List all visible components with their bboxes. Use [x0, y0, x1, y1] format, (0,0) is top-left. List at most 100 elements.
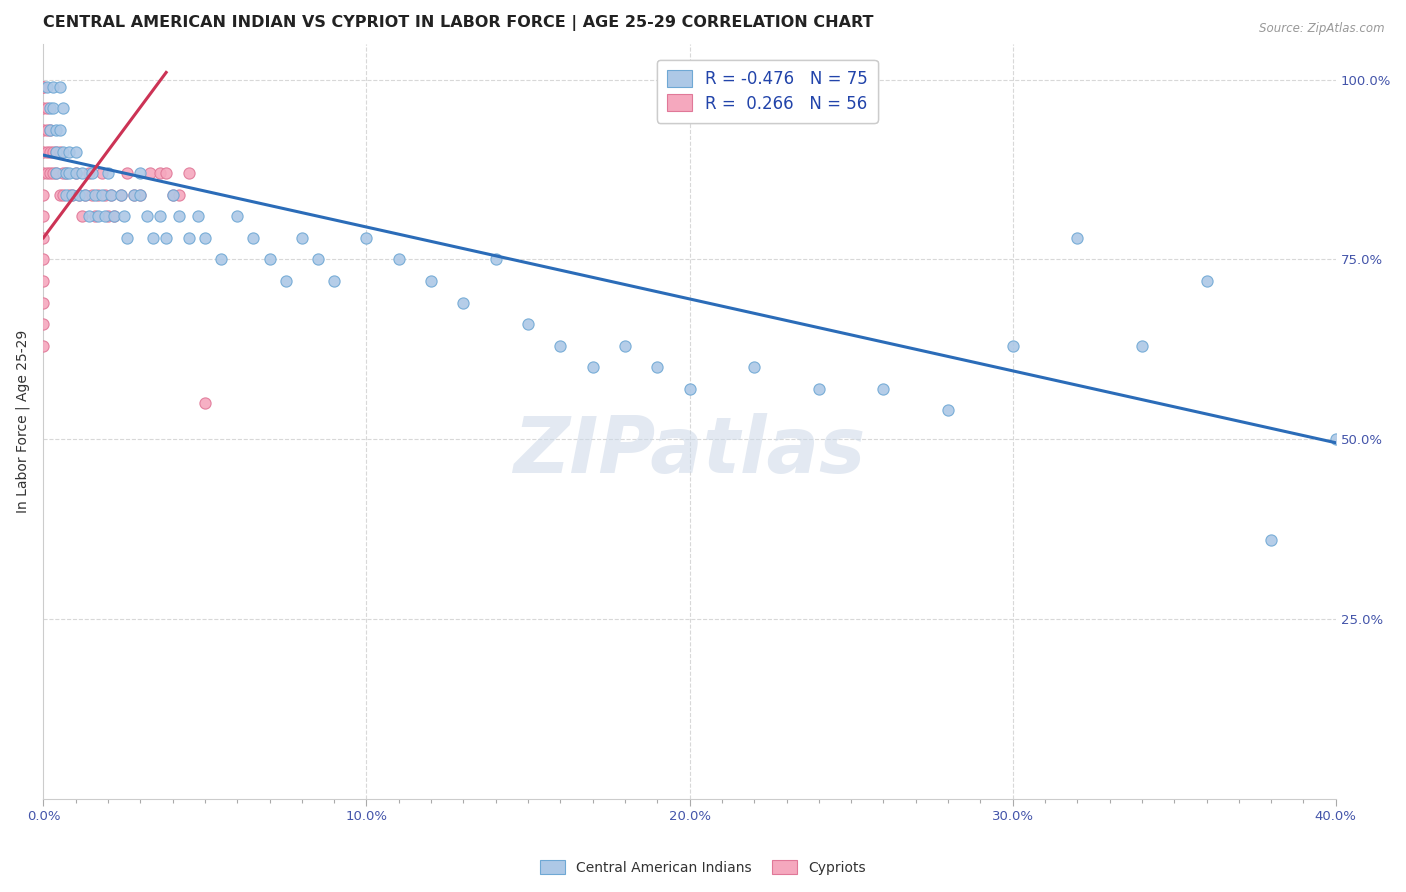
Point — [162, 187, 184, 202]
Point — [84, 187, 107, 202]
Point — [112, 209, 135, 223]
Point — [209, 252, 232, 267]
Point — [259, 252, 281, 267]
Point — [1324, 432, 1347, 446]
Point — [517, 317, 540, 331]
Point — [75, 187, 97, 202]
Point — [62, 187, 84, 202]
Point — [90, 166, 112, 180]
Point — [936, 403, 959, 417]
Point — [307, 252, 329, 267]
Point — [420, 274, 443, 288]
Point — [32, 252, 55, 267]
Point — [77, 209, 100, 223]
Point — [48, 79, 70, 94]
Point — [32, 209, 55, 223]
Point — [94, 187, 117, 202]
Point — [103, 209, 125, 223]
Point — [226, 209, 249, 223]
Point — [177, 231, 200, 245]
Point — [550, 339, 572, 353]
Point — [194, 231, 217, 245]
Point — [1001, 339, 1024, 353]
Point — [58, 187, 80, 202]
Point — [45, 166, 67, 180]
Point — [84, 209, 107, 223]
Point — [142, 231, 165, 245]
Point — [155, 231, 177, 245]
Point — [139, 166, 162, 180]
Point — [187, 209, 209, 223]
Point — [70, 166, 93, 180]
Point — [242, 231, 264, 245]
Point — [129, 187, 152, 202]
Point — [485, 252, 508, 267]
Point — [167, 187, 190, 202]
Point — [129, 187, 152, 202]
Point — [55, 187, 77, 202]
Point — [42, 79, 65, 94]
Point — [356, 231, 378, 245]
Point — [35, 166, 58, 180]
Point — [613, 339, 636, 353]
Point — [155, 166, 177, 180]
Point — [35, 145, 58, 159]
Point — [453, 295, 475, 310]
Point — [32, 145, 55, 159]
Point — [110, 187, 132, 202]
Point — [32, 79, 55, 94]
Point — [62, 187, 84, 202]
Point — [97, 209, 120, 223]
Point — [67, 187, 90, 202]
Point — [48, 145, 70, 159]
Point — [94, 209, 117, 223]
Point — [32, 317, 55, 331]
Point — [48, 187, 70, 202]
Point — [291, 231, 314, 245]
Point — [32, 339, 55, 353]
Point — [97, 166, 120, 180]
Point — [55, 166, 77, 180]
Point — [80, 187, 103, 202]
Point — [65, 145, 87, 159]
Point — [35, 79, 58, 94]
Point — [48, 123, 70, 137]
Point — [38, 145, 60, 159]
Point — [32, 187, 55, 202]
Point — [1066, 231, 1088, 245]
Legend: R = -0.476   N = 75, R =  0.266   N = 56: R = -0.476 N = 75, R = 0.266 N = 56 — [657, 60, 877, 122]
Point — [32, 102, 55, 116]
Point — [80, 166, 103, 180]
Point — [42, 166, 65, 180]
Point — [645, 360, 668, 375]
Point — [58, 145, 80, 159]
Point — [55, 166, 77, 180]
Point — [122, 187, 145, 202]
Point — [52, 102, 75, 116]
Point — [194, 396, 217, 410]
Point — [35, 123, 58, 137]
Point — [872, 382, 894, 396]
Point — [87, 187, 110, 202]
Point — [103, 209, 125, 223]
Point — [87, 209, 110, 223]
Text: ZIPatlas: ZIPatlas — [513, 413, 866, 490]
Point — [38, 123, 60, 137]
Point — [52, 166, 75, 180]
Point — [70, 209, 93, 223]
Point — [678, 382, 700, 396]
Point — [807, 382, 830, 396]
Point — [67, 187, 90, 202]
Point — [45, 145, 67, 159]
Point — [274, 274, 297, 288]
Point — [1130, 339, 1153, 353]
Point — [38, 102, 60, 116]
Point — [149, 209, 172, 223]
Point — [582, 360, 605, 375]
Point — [32, 166, 55, 180]
Point — [162, 187, 184, 202]
Point — [45, 145, 67, 159]
Point — [58, 166, 80, 180]
Point — [32, 123, 55, 137]
Point — [38, 166, 60, 180]
